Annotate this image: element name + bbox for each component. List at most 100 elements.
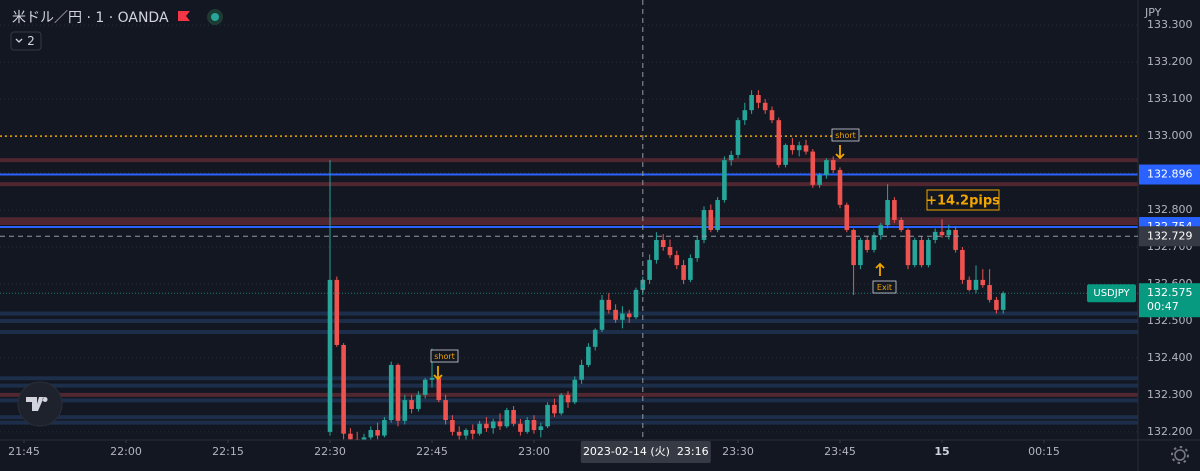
candle-body [613, 309, 618, 320]
candle-body [395, 364, 401, 421]
x-tick-label: 22:30 [314, 445, 346, 458]
candle-body [436, 377, 442, 401]
x-tick-label: 22:00 [110, 445, 142, 458]
candle-body [443, 400, 448, 421]
y-tick-label: 133.000 [1147, 129, 1193, 142]
candle-body [572, 379, 578, 403]
candle-body [756, 95, 761, 103]
candle-body [422, 379, 428, 395]
x-tick-label: 23:30 [722, 445, 754, 458]
level-price-box [1139, 164, 1200, 185]
candle-body [375, 430, 380, 436]
candle-body [708, 210, 714, 230]
x-tick-label: 23:00 [518, 445, 550, 458]
candle-body [892, 200, 897, 220]
candle-body [796, 145, 802, 151]
candle-body [980, 279, 986, 286]
candle-body [735, 120, 741, 155]
candle-body [790, 144, 795, 151]
candle-body [518, 423, 523, 432]
candle-body [626, 313, 632, 318]
candle-body [749, 95, 754, 111]
y-tick-label: 133.100 [1147, 92, 1193, 105]
countdown-label: 00:47 [1147, 300, 1179, 313]
candle-body [994, 299, 999, 310]
y-tick-label: 132.200 [1147, 425, 1193, 438]
symbol-tag [1087, 284, 1136, 303]
candle-body [592, 329, 598, 347]
x-tick-label: 22:45 [416, 445, 448, 458]
x-tick-label: 15 [934, 445, 949, 458]
candle-body [864, 239, 870, 250]
candle-body [586, 346, 591, 365]
candle-body [654, 239, 659, 260]
candle-body [817, 174, 822, 185]
candle-body [334, 279, 340, 345]
candle-body [538, 426, 544, 431]
candle-body [497, 421, 503, 427]
level-price-label: 132.896 [1147, 168, 1193, 181]
candle-body [456, 431, 462, 436]
signal-label: short [434, 352, 455, 361]
candle-body [715, 200, 720, 230]
candle-body [926, 239, 931, 266]
candle-body [1000, 293, 1006, 310]
candle-body [844, 204, 850, 230]
candle-body [688, 258, 693, 280]
candle-body [919, 239, 924, 266]
candle-body [830, 160, 836, 171]
y-tick-label: 132.800 [1147, 203, 1193, 216]
y-tick-label: 133.200 [1147, 55, 1193, 68]
candle-body [531, 420, 537, 431]
candle-body [450, 420, 455, 432]
candle-body [966, 279, 972, 290]
settings-teeth [1171, 446, 1189, 464]
candle-body [490, 421, 496, 429]
x-tick-label: 23:45 [824, 445, 856, 458]
candle-body [667, 246, 673, 256]
crosshair-price-label: 132.729 [1147, 229, 1193, 242]
symbol-title: 米ドル／円 · 1 · OANDA [12, 10, 169, 26]
candle-body [327, 279, 333, 432]
signal-box [831, 128, 860, 142]
overlay: short short Exit +14.2pips [0, 0, 1138, 440]
indicator-toggle[interactable] [10, 31, 42, 51]
candle-body [402, 400, 408, 421]
candle-body [463, 430, 469, 436]
candle-body [633, 289, 639, 318]
candle-body [742, 110, 748, 121]
candle-body [762, 102, 768, 111]
tv-logo-mark [26, 397, 48, 411]
candle-body [722, 160, 727, 201]
last-price-label: 132.575 [1147, 286, 1193, 299]
pips-label: +14.2pips [926, 194, 1000, 209]
plot-area [0, 24, 1138, 440]
candle-body [810, 151, 816, 185]
candle-body [599, 299, 605, 330]
candle-body [416, 394, 421, 409]
candle-body [871, 235, 877, 250]
candle-body [905, 229, 911, 266]
candle-body [728, 154, 734, 161]
candle-body [932, 231, 938, 240]
candle-body [579, 364, 584, 380]
candle-body [878, 225, 884, 236]
crosshair-price-box [1139, 226, 1200, 247]
candle-body [640, 279, 646, 290]
crosshair-time-label: 2023-02-14 (火) 23:16 [583, 445, 709, 458]
settings-icon[interactable] [1174, 449, 1186, 461]
candle-body [803, 145, 809, 152]
candle-body [912, 239, 918, 266]
candle-body [939, 231, 945, 236]
crosshair-time-box [580, 441, 711, 463]
candle-body [348, 433, 353, 440]
pips-box [926, 189, 1000, 211]
flag-icon[interactable] [178, 11, 190, 21]
candle-body [382, 420, 387, 436]
candle-body [368, 430, 374, 438]
candle-body [484, 423, 489, 429]
signal-box [872, 280, 897, 294]
x-tick-label: 21:45 [8, 445, 40, 458]
candle-body [858, 239, 863, 266]
candle-body [837, 170, 843, 205]
